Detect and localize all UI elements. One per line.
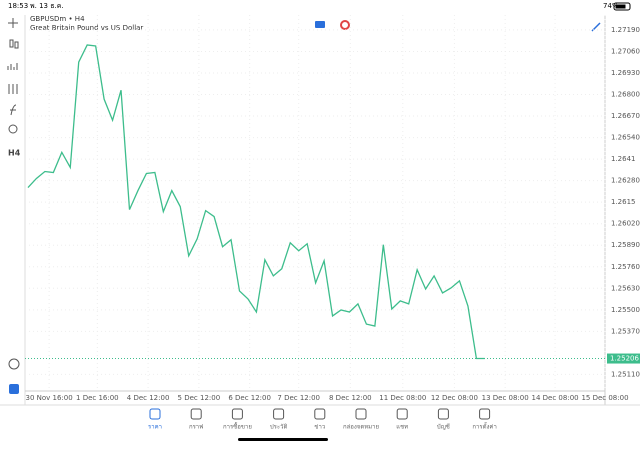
y-tick-label: 1.25370: [611, 327, 640, 335]
objects[interactable]: [8, 124, 18, 134]
timeframe[interactable]: H4: [8, 149, 21, 158]
y-tick-label: 1.26930: [611, 69, 640, 77]
indicators[interactable]: [7, 63, 18, 70]
y-tick-label: 1.26800: [611, 91, 640, 99]
price-line: [27, 44, 485, 360]
battery-icon: [613, 2, 631, 11]
tab-label[interactable]: แชท: [396, 424, 408, 431]
settings[interactable]: [8, 84, 18, 94]
tab-icon[interactable]: [190, 408, 202, 420]
y-tick-label: 1.26280: [611, 177, 640, 185]
x-tick-label: 8 Dec 12:00: [329, 394, 372, 402]
battery-level: [615, 4, 626, 9]
left-toolbar: [7, 18, 20, 370]
y-tick-label: 1.26670: [611, 112, 640, 120]
last-price-label: 1.25206: [610, 355, 639, 363]
battery: 74%: [603, 2, 619, 10]
y-tick-label: 1.26020: [611, 220, 640, 228]
x-tick-label: 6 Dec 12:00: [228, 394, 271, 402]
x-tick-label: 15 Dec 08:00: [581, 394, 628, 402]
date: พ. 13 ธ.ค.: [30, 2, 64, 10]
x-tick-label: 4 Dec 12:00: [127, 394, 170, 402]
tab-label[interactable]: กล่องจดหมาย: [343, 424, 379, 431]
x-tick-label: 7 Dec 12:00: [277, 394, 320, 402]
y-tick-label: 1.25110: [611, 370, 640, 378]
x-tick-label: 14 Dec 08:00: [532, 394, 579, 402]
sell-button[interactable]: [315, 21, 325, 28]
y-tick-label: 1.25890: [611, 241, 640, 249]
tab-label[interactable]: บัญชี: [437, 423, 450, 431]
crosshair[interactable]: [8, 18, 18, 28]
x-tick-label: 12 Dec 08:00: [431, 394, 478, 402]
tab-icon[interactable]: [273, 408, 285, 420]
y-tick-label: 1.26540: [611, 134, 640, 142]
tab-label[interactable]: ข่าว: [314, 424, 325, 431]
y-tick-label: 1.27190: [611, 26, 640, 34]
tab-icon[interactable]: [149, 408, 161, 420]
symbol: GBPUSDm • H4: [30, 15, 85, 23]
tab-label[interactable]: การตั้งค่า: [472, 421, 496, 431]
tab-icon[interactable]: [396, 408, 408, 420]
tab-label[interactable]: กราฟ: [189, 424, 203, 431]
quick-trade[interactable]: [8, 358, 20, 370]
x-tick-label: 30 Nov 16:00: [26, 394, 73, 402]
y-tick-label: 1.25630: [611, 284, 640, 292]
buy-button[interactable]: [340, 20, 350, 30]
tab-icon[interactable]: [314, 408, 326, 420]
x-tick-label: 11 Dec 08:00: [379, 394, 426, 402]
tab-icon[interactable]: [355, 408, 367, 420]
home-indicator: [238, 438, 328, 441]
tab-icon[interactable]: [437, 408, 449, 420]
app-icon[interactable]: [9, 384, 19, 394]
chart-type-2[interactable]: [14, 41, 19, 49]
tab-label[interactable]: การซื้อขาย: [223, 421, 252, 431]
y-tick-label: 1.2615: [611, 198, 636, 206]
tab-label[interactable]: ราคา: [148, 424, 162, 431]
y-tick-label: 1.27060: [611, 47, 640, 55]
y-tick-label: 1.25500: [611, 306, 640, 314]
last-price-box: [607, 353, 640, 364]
tab-icon[interactable]: [231, 408, 243, 420]
x-tick-label: 5 Dec 12:00: [178, 394, 221, 402]
description: Great Britain Pound vs US Dollar: [30, 24, 143, 32]
tab-label[interactable]: ประวัติ: [270, 424, 288, 431]
x-tick-label: 13 Dec 08:00: [482, 394, 529, 402]
time: 18:53: [8, 2, 28, 10]
y-tick-label: 1.25760: [611, 263, 640, 271]
tab-icon[interactable]: [479, 408, 491, 420]
y-tick-label: 1.2641: [611, 155, 636, 163]
x-tick-label: 1 Dec 16:00: [76, 394, 119, 402]
functions[interactable]: [10, 104, 17, 116]
chart-type[interactable]: [9, 39, 14, 48]
